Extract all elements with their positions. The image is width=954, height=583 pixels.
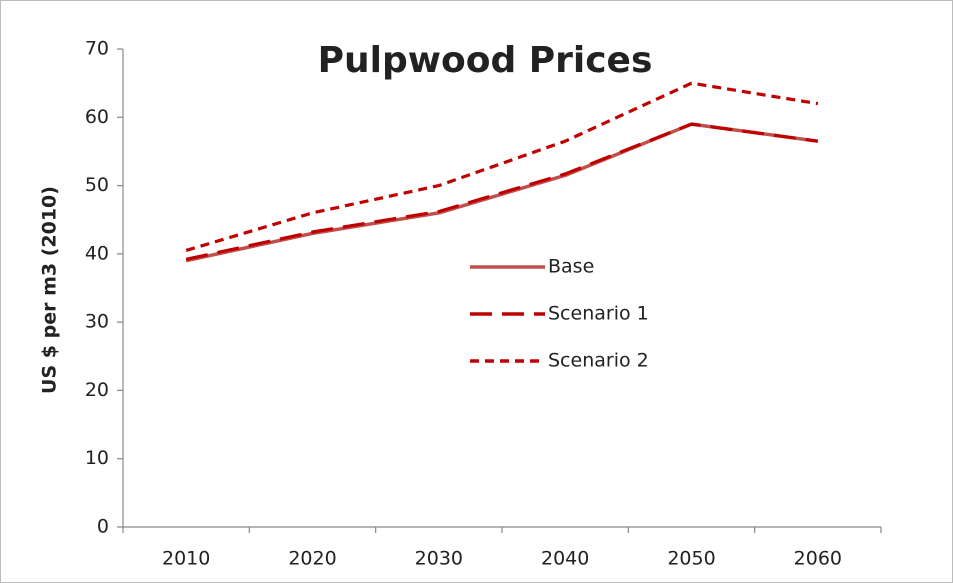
series-line xyxy=(185,122,819,261)
x-tick-label: 2060 xyxy=(794,548,842,570)
legend-label: Scenario 1 xyxy=(548,303,649,325)
y-tick-label: 70 xyxy=(85,38,109,60)
legend-label: Scenario 2 xyxy=(548,350,649,372)
x-tick-label: 2020 xyxy=(288,548,336,570)
y-tick-label: 20 xyxy=(85,379,109,401)
x-tick-label: 2030 xyxy=(415,548,463,570)
x-tick-label: 2050 xyxy=(667,548,715,570)
y-tick-label: 50 xyxy=(85,174,109,196)
y-tick-label: 40 xyxy=(85,242,109,264)
y-tick-label: 60 xyxy=(85,106,109,128)
legend-label: Base xyxy=(548,256,594,278)
y-tick-label: 10 xyxy=(85,447,109,469)
x-tick-label: 2040 xyxy=(541,548,589,570)
y-tick-label: 0 xyxy=(97,516,109,538)
x-tick-label: 2010 xyxy=(162,548,210,570)
chart-title: Pulpwood Prices xyxy=(318,40,653,81)
series-line xyxy=(185,81,819,252)
y-axis-label: US $ per m3 (2010) xyxy=(39,186,61,394)
y-tick-label: 30 xyxy=(85,311,109,333)
